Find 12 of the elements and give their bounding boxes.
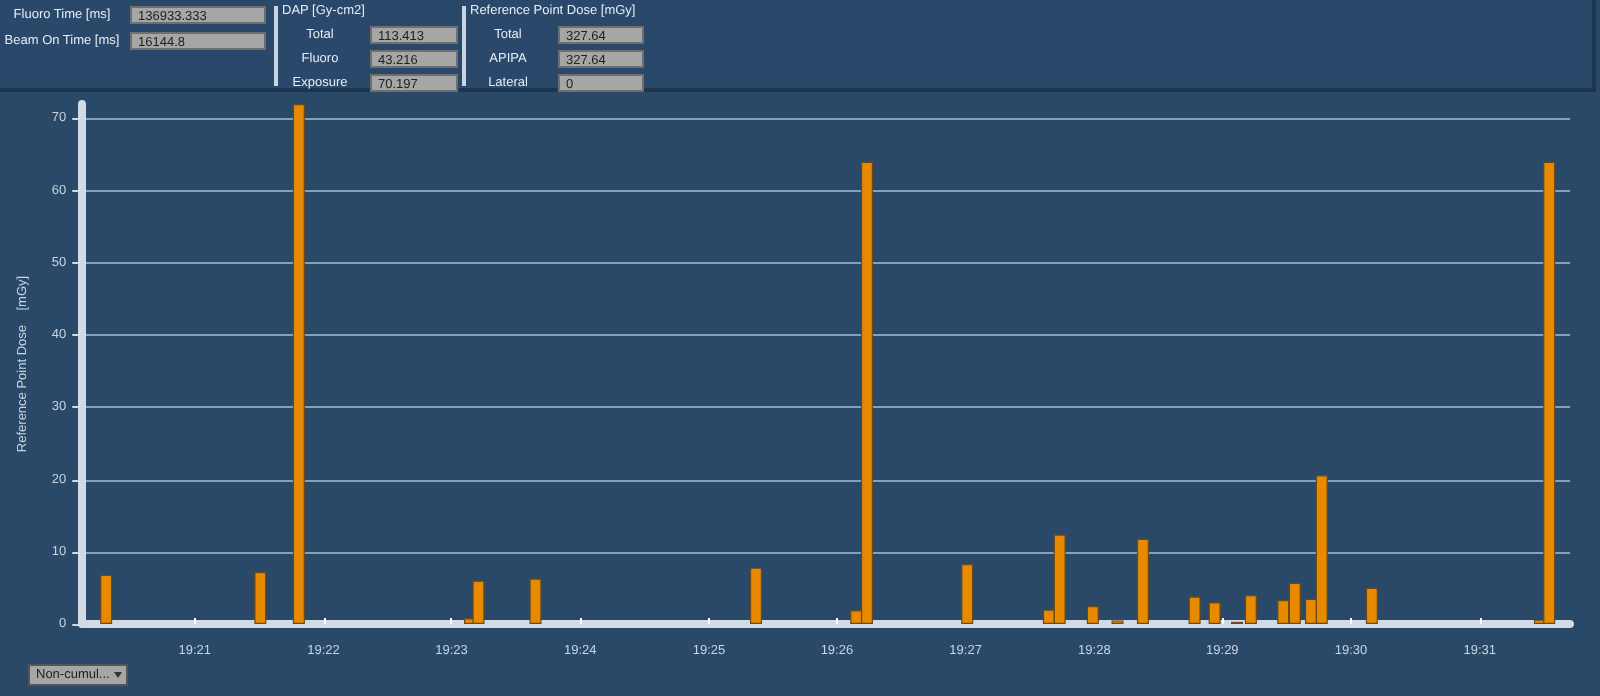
bar [1365, 587, 1378, 624]
bar [749, 567, 762, 624]
bar [1136, 538, 1149, 624]
bar [961, 564, 974, 624]
bar [472, 580, 485, 624]
bar [100, 574, 113, 624]
bar [1086, 605, 1099, 624]
bar [529, 578, 542, 624]
bar [1188, 596, 1201, 624]
bar [254, 572, 267, 624]
bar [1208, 602, 1221, 624]
bar [292, 104, 305, 624]
